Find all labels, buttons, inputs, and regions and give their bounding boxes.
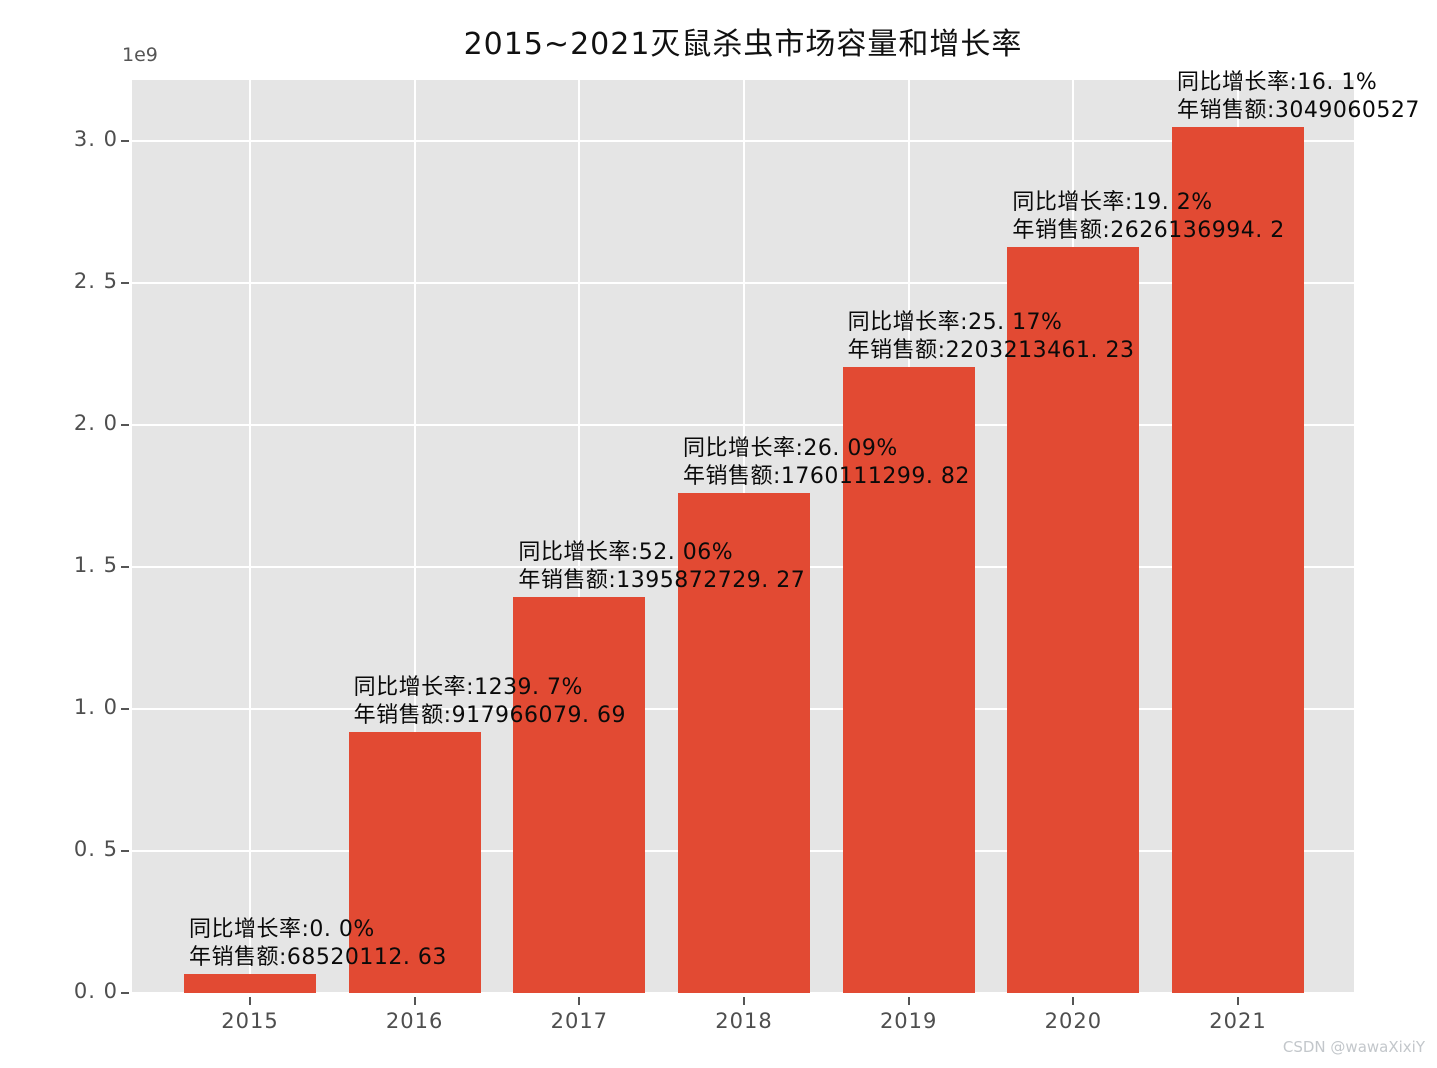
annual-sales-label: 年销售额:68520112. 63 xyxy=(189,944,447,970)
y-tick-mark xyxy=(121,850,129,852)
y-tick-mark xyxy=(121,708,129,710)
growth-rate-label: 同比增长率:52. 06% xyxy=(518,539,734,565)
x-tick-mark xyxy=(413,997,416,1005)
y-tick-mark xyxy=(121,140,129,142)
growth-rate-label: 同比增长率:16. 1% xyxy=(1177,70,1378,96)
x-tick-label-2018: 2018 xyxy=(715,1009,773,1033)
annotation-2020: 同比增长率:19. 2% 年销售额:2626136994. 2 xyxy=(1012,189,1284,245)
h-gridline-0.0 xyxy=(132,992,1354,994)
y-tick-label: 1. 0 xyxy=(73,695,118,719)
bar-2020 xyxy=(1007,247,1140,993)
annual-sales-label: 年销售额:1395872729. 27 xyxy=(518,567,806,593)
watermark: CSDN @wawaXixiY xyxy=(1282,1038,1425,1056)
bar-2017 xyxy=(513,596,646,993)
annotation-2019: 同比增长率:25. 17% 年销售额:2203213461. 23 xyxy=(848,309,1135,365)
annotation-2018: 同比增长率:26. 09% 年销售额:1760111299. 82 xyxy=(683,435,970,491)
annual-sales-label: 年销售额:3049060527 xyxy=(1177,98,1420,124)
x-tick-mark xyxy=(907,997,910,1005)
x-tick-label-2021: 2021 xyxy=(1209,1009,1267,1033)
x-tick-label-2015: 2015 xyxy=(221,1009,279,1033)
bar-2015 xyxy=(184,973,316,993)
x-tick-label-2016: 2016 xyxy=(385,1009,444,1033)
bar-2021 xyxy=(1172,127,1305,993)
annual-sales-label: 年销售额:1760111299. 82 xyxy=(683,464,970,490)
y-tick-mark xyxy=(121,424,129,426)
growth-rate-label: 同比增长率:0. 0% xyxy=(189,916,375,942)
y-tick-label: 2. 0 xyxy=(73,411,118,435)
v-gridline-2016 xyxy=(413,80,416,993)
y-tick-mark xyxy=(121,992,129,994)
y-tick-mark xyxy=(121,282,129,284)
annual-sales-label: 年销售额:2626136994. 2 xyxy=(1012,218,1285,244)
y-tick-label: 2. 5 xyxy=(73,269,118,293)
annual-sales-label: 年销售额:917966079. 69 xyxy=(353,703,627,729)
y-tick-label: 3. 0 xyxy=(73,127,118,151)
annotation-2015: 同比增长率:0. 0% 年销售额:68520112. 63 xyxy=(189,916,447,972)
x-tick-label-2017: 2017 xyxy=(550,1009,609,1033)
y-tick-label: 1. 5 xyxy=(73,553,118,577)
chart-title: 2015~2021灭鼠杀虫市场容量和增长率 xyxy=(463,27,1023,62)
y-tick-mark xyxy=(121,566,129,568)
x-tick-mark xyxy=(578,997,581,1005)
x-tick-mark xyxy=(1072,997,1075,1005)
y-tick-label: 0. 0 xyxy=(73,979,118,1003)
annotation-2016: 同比增长率:1239. 7% 年销售额:917966079. 69 xyxy=(354,674,626,730)
bar-2019 xyxy=(842,367,975,993)
growth-rate-label: 同比增长率:19. 2% xyxy=(1012,190,1213,216)
growth-rate-label: 同比增长率:25. 17% xyxy=(847,310,1063,336)
y-axis-offset-label: 1e9 xyxy=(122,44,158,66)
plot-area xyxy=(132,80,1354,994)
x-tick-label-2019: 2019 xyxy=(879,1009,938,1033)
annotation-2017: 同比增长率:52. 06% 年销售额:1395872729. 27 xyxy=(518,539,805,595)
v-gridline-2017 xyxy=(578,80,581,993)
bar-2016 xyxy=(348,732,481,993)
x-tick-label-2020: 2020 xyxy=(1044,1009,1103,1033)
x-tick-mark xyxy=(743,997,745,1005)
growth-rate-label: 同比增长率:26. 09% xyxy=(683,436,898,462)
annual-sales-label: 年销售额:2203213461. 23 xyxy=(847,338,1135,364)
v-gridline-2015 xyxy=(249,80,251,993)
growth-rate-label: 同比增长率:1239. 7% xyxy=(353,675,583,701)
y-tick-label: 0. 5 xyxy=(73,837,118,861)
bar-2018 xyxy=(678,493,810,993)
annotation-2021: 同比增长率:16. 1% 年销售额:3049060527 xyxy=(1177,69,1420,125)
x-tick-mark xyxy=(249,997,251,1005)
x-tick-mark xyxy=(1237,997,1240,1005)
